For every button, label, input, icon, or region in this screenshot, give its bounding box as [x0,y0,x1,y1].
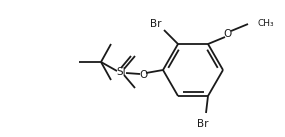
Text: Br: Br [150,19,162,29]
Text: O: O [139,70,147,80]
Text: Si: Si [116,67,126,77]
Text: Br: Br [197,119,209,129]
Text: O: O [224,29,232,39]
Text: CH₃: CH₃ [257,18,274,28]
